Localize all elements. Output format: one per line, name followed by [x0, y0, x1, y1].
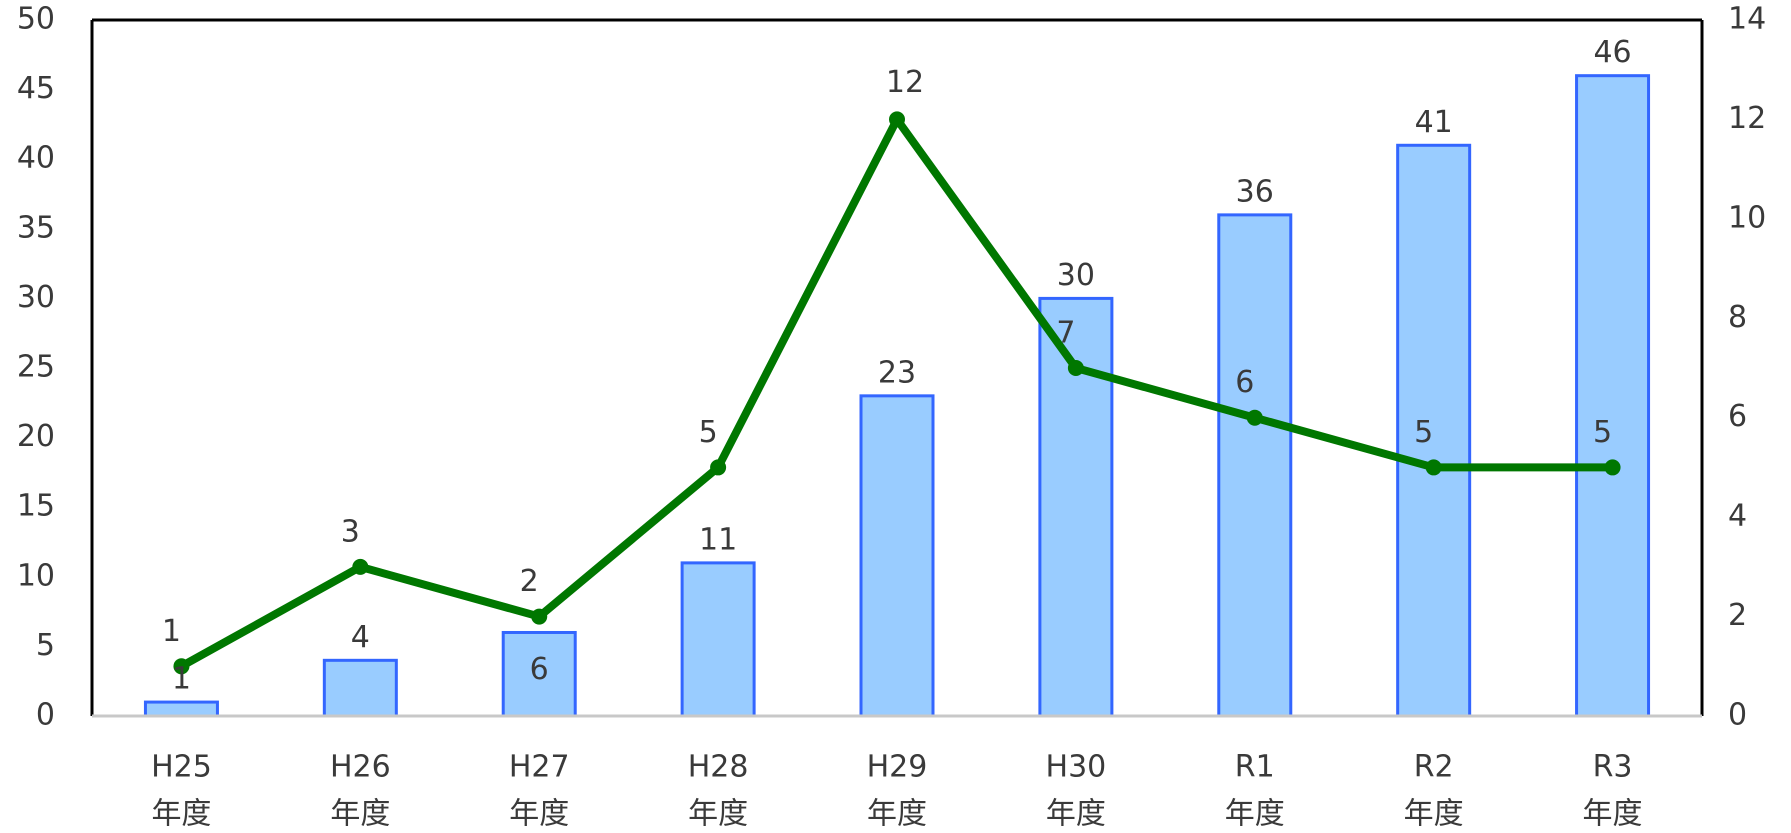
- category-label: R3: [1593, 750, 1633, 785]
- left-axis-ticks: 0 5 10 15 20 25 30 35 40 45 50: [17, 2, 55, 733]
- line-data-label: 7: [1056, 316, 1075, 351]
- bar-data-label: 4: [351, 620, 370, 655]
- line-series: [173, 111, 1621, 675]
- plot-frame: [90, 18, 1704, 718]
- left-tick-label: 0: [36, 698, 55, 733]
- line-point: [173, 658, 190, 675]
- line-data-label: 5: [1593, 415, 1612, 450]
- line-point: [889, 111, 905, 128]
- bar-data-label: 1: [172, 662, 191, 697]
- line-data-label: 2: [520, 564, 539, 599]
- category-label: 年度: [1404, 797, 1464, 832]
- line-point: [352, 558, 369, 575]
- left-tick-label: 10: [17, 558, 55, 593]
- bar: [143, 700, 219, 718]
- line-point: [1604, 459, 1621, 476]
- bar-data-label: 46: [1593, 35, 1631, 70]
- bar: [859, 394, 935, 718]
- right-tick-label: 2: [1728, 598, 1747, 633]
- category-label: 年度: [867, 797, 927, 832]
- line-point: [1246, 409, 1263, 426]
- line-data-label: 3: [341, 514, 360, 549]
- category-label: 年度: [688, 797, 748, 832]
- left-tick-label: 25: [17, 350, 55, 385]
- line-point: [1067, 360, 1084, 376]
- right-tick-label: 6: [1728, 399, 1747, 434]
- left-tick-label: 5: [36, 628, 55, 663]
- line-point: [1425, 459, 1442, 476]
- category-label: 年度: [1225, 797, 1285, 832]
- bar-data-label: 23: [878, 355, 916, 390]
- left-tick-label: 50: [17, 2, 55, 37]
- bar-series: [143, 74, 1651, 718]
- line-point: [531, 608, 548, 625]
- category-labels: H25 年度 H26 年度 H27 年度 H28 年度 H29 年度 H30 年度 R1 年度 R2 年度 R3…: [151, 750, 1642, 832]
- line-data-label: 5: [699, 415, 718, 450]
- category-label: H30: [1046, 750, 1107, 785]
- bar: [1217, 213, 1293, 718]
- line-point: [710, 459, 727, 476]
- right-tick-label: 8: [1728, 300, 1747, 335]
- line-data-label: 1: [162, 614, 181, 649]
- line-data-label: 6: [1235, 365, 1254, 400]
- category-label: H29: [867, 750, 928, 785]
- line-data-label: 12: [886, 65, 924, 100]
- right-tick-label: 12: [1728, 101, 1766, 136]
- bar-data-label: 11: [699, 522, 737, 557]
- right-tick-label: 14: [1728, 2, 1766, 37]
- bar: [322, 658, 398, 718]
- category-label: H26: [330, 750, 391, 785]
- right-tick-label: 4: [1728, 499, 1747, 534]
- bar-data-label: 6: [530, 652, 549, 687]
- line-data-label: 5: [1414, 415, 1433, 450]
- category-label: 年度: [1583, 797, 1643, 832]
- bar-data-label: 36: [1236, 174, 1274, 209]
- category-label: R2: [1414, 750, 1454, 785]
- left-tick-label: 20: [17, 419, 55, 454]
- bar-data-label: 30: [1057, 258, 1095, 293]
- category-label: 年度: [509, 797, 569, 832]
- category-label: H27: [509, 750, 570, 785]
- left-tick-label: 40: [17, 141, 55, 176]
- category-label: H25: [151, 750, 212, 785]
- left-tick-label: 15: [17, 489, 55, 524]
- bar: [1396, 143, 1472, 718]
- category-label: 年度: [330, 797, 390, 832]
- left-tick-label: 30: [17, 280, 55, 315]
- left-tick-label: 35: [17, 210, 55, 245]
- category-label: R1: [1235, 750, 1275, 785]
- bar: [680, 561, 756, 718]
- bar: [1575, 74, 1651, 718]
- right-axis-ticks: 0 2 4 6 8 10 12 14: [1728, 2, 1766, 733]
- left-tick-label: 45: [17, 71, 55, 106]
- category-label: H28: [688, 750, 749, 785]
- category-label: 年度: [1046, 797, 1106, 832]
- right-tick-label: 0: [1728, 698, 1747, 733]
- bar-data-label: 41: [1415, 105, 1453, 140]
- right-tick-label: 10: [1728, 200, 1766, 235]
- category-label: 年度: [151, 797, 211, 832]
